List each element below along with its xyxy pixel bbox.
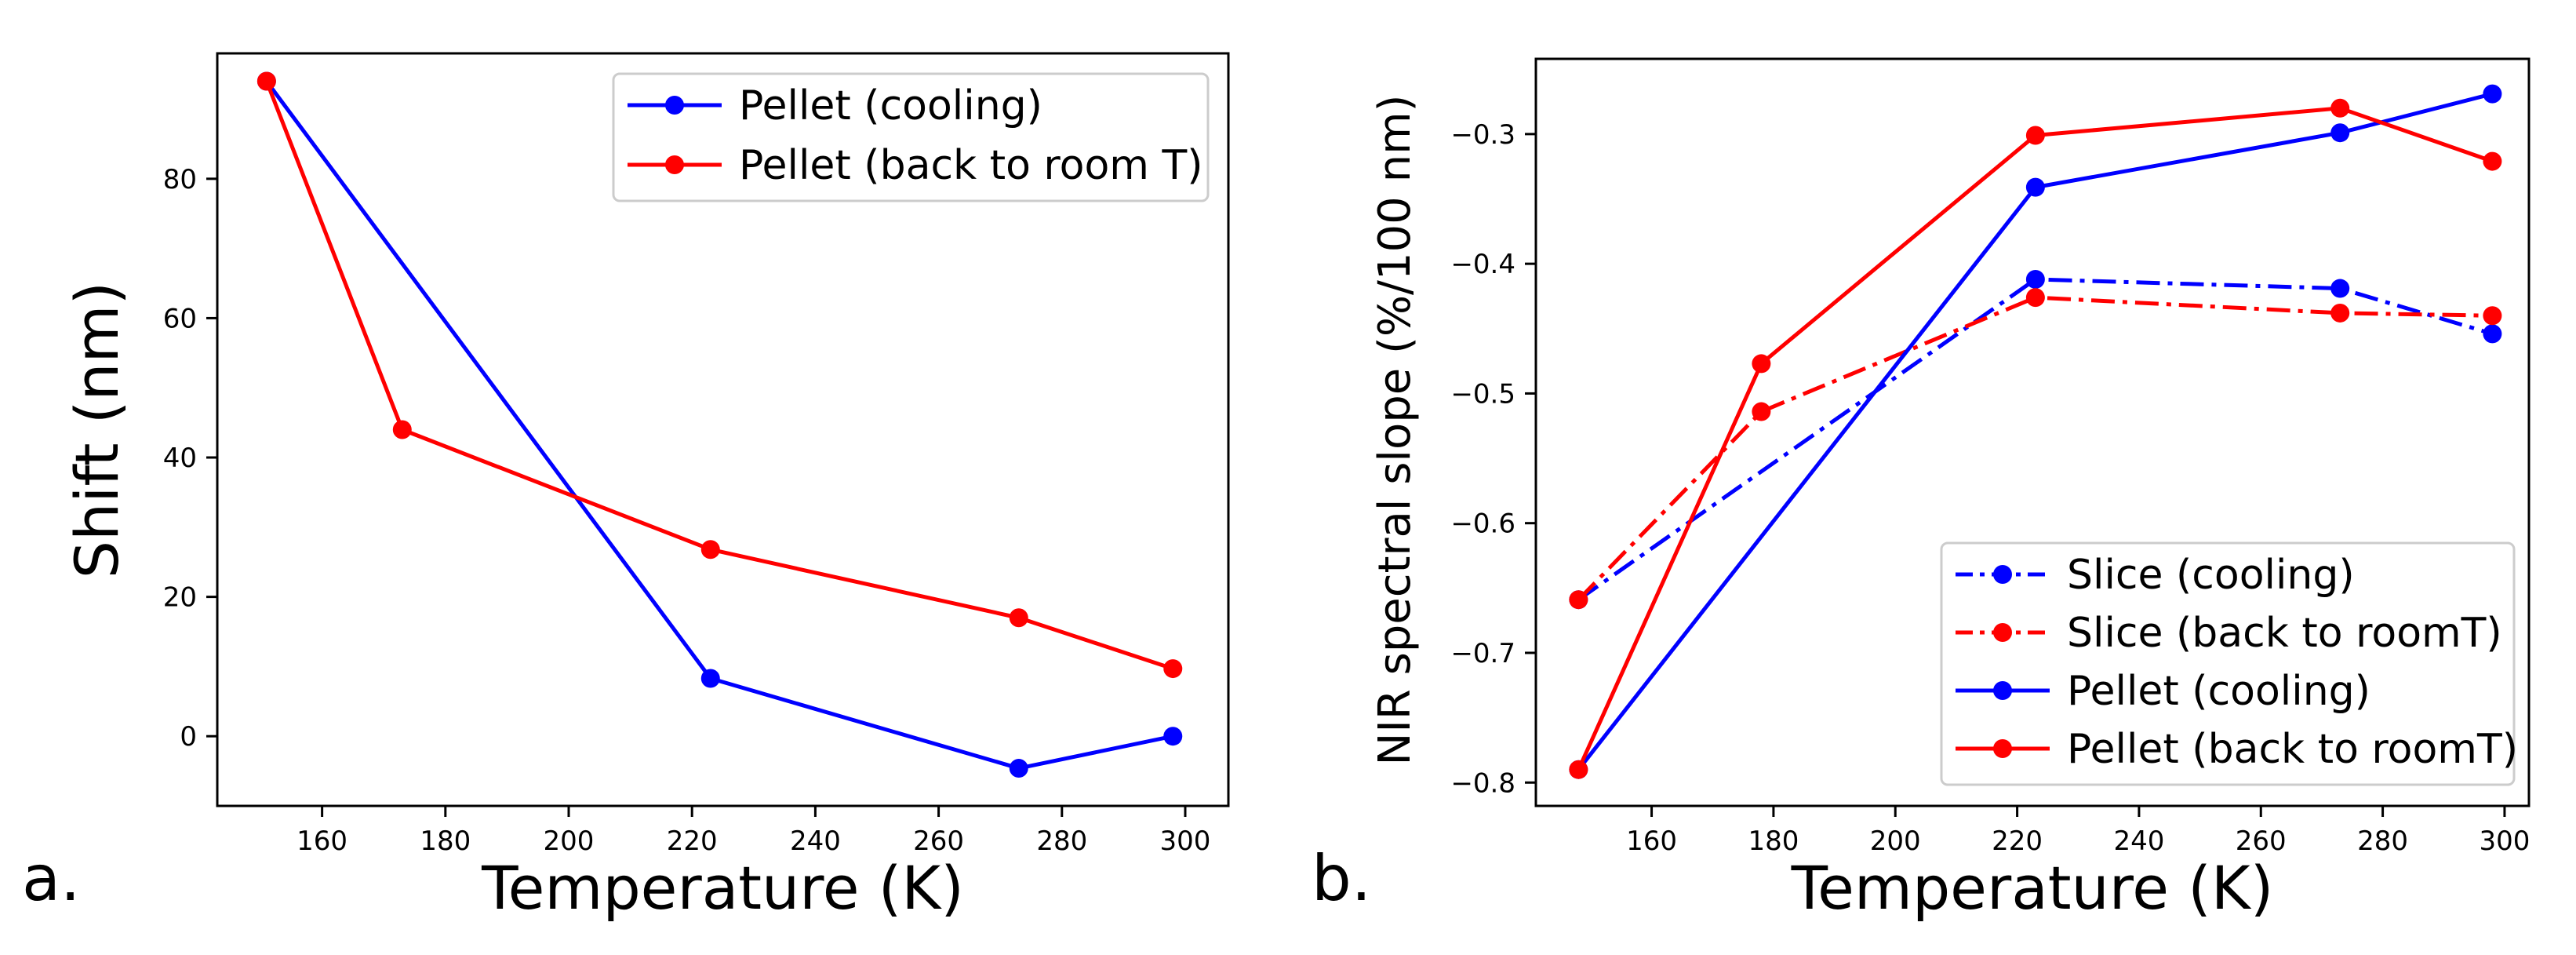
y-tick-label: −0.8 [1450,767,1515,799]
x-tick-label: 240 [790,826,841,857]
x-tick-label: 240 [2113,826,2164,857]
legend-label: Pellet (cooling) [739,82,1042,129]
x-tick-label: 280 [2357,826,2408,857]
data-point [2483,306,2502,326]
y-tick-label: −0.4 [1450,249,1515,280]
data-point [2025,177,2045,197]
legend: Slice (cooling) Slice (back to roomT) Pell… [1940,541,2518,786]
data-point [1569,760,1588,779]
legend-marker [1993,565,2012,584]
legend: Pellet (cooling) Pellet (back to room T) [612,72,1210,202]
plot-frame [1534,57,2531,807]
legend-marker [665,155,684,174]
data-point [2330,303,2350,323]
data-point [2025,288,2045,308]
y-tick-label: 60 [163,303,197,334]
y-tick-label: −0.7 [1450,638,1515,669]
x-tick-label: 220 [667,826,718,857]
y-tick-label: 80 [163,164,197,195]
legend-box [612,72,1210,202]
data-point [1569,590,1588,610]
legend-label: Pellet (cooling) [2067,668,2370,715]
y-tick-label: −0.5 [1450,378,1515,410]
legend-label: Pellet (back to roomT) [2067,726,2518,773]
data-point [700,540,720,560]
legend-marker [1993,681,2012,700]
x-axis-label: Temperature (K) [1791,853,2274,923]
x-tick-label: 220 [1992,826,2043,857]
data-point [2483,151,2502,171]
data-point [2483,324,2502,344]
data-point [1752,354,1771,374]
data-point [2330,98,2350,118]
data-point [1009,759,1028,778]
data-point [257,71,276,91]
data-point [392,420,412,439]
legend-marker [665,96,684,115]
data-point [2483,84,2502,104]
panel-label: b. [1312,842,1371,915]
x-tick-label: 180 [1748,826,1799,857]
x-tick-label: 200 [544,826,595,857]
chart-panel-b: 160 180 200 220 240 260 280 300 −0.8 −0.7 −0.6 −0.5… [1312,57,2531,923]
x-tick-label: 180 [420,826,471,857]
series-line [1577,92,2494,771]
panel-label: a. [22,842,80,915]
x-tick-label: 260 [2236,826,2287,857]
data-point [1752,402,1771,421]
y-axis-label: Shift (nm) [62,282,132,578]
y-axis-label: NIR spectral slope (%/100 nm) [1370,94,1421,765]
x-tick-label: 300 [1160,826,1211,857]
data-point [1009,608,1028,628]
y-tick-label: −0.6 [1450,508,1515,540]
data-point [700,669,720,688]
y-tick-label: −0.3 [1450,119,1515,151]
data-point [2025,126,2045,145]
plot-frame [216,52,1230,807]
legend-label: Slice (cooling) [2067,552,2355,599]
x-tick-label: 280 [1036,826,1087,857]
x-tick-label: 160 [297,826,347,857]
data-point [2025,269,2045,289]
legend-box [1940,541,2516,786]
legend-label: Pellet (back to room T) [739,142,1203,189]
legend-marker [1993,739,2012,758]
y-tick-label: 0 [180,721,197,753]
x-tick-label: 160 [1626,826,1677,857]
series-line [264,80,1173,771]
y-tick-label: 20 [163,582,197,614]
data-point [2330,279,2350,298]
series-line [1577,277,2494,602]
data-point [1163,727,1183,746]
x-tick-label: 200 [1870,826,1921,857]
x-axis-label: Temperature (K) [481,853,964,923]
chart-panel-a: 160 180 200 220 240 260 280 300 0 20 40 60 80 Tempera… [22,52,1230,923]
x-tick-label: 260 [913,826,964,857]
data-point [2330,123,2350,143]
y-tick-label: 40 [163,443,197,474]
legend-marker [1993,623,2012,642]
legend-label: Slice (back to roomT) [2067,610,2502,657]
data-point [1163,659,1183,679]
x-tick-label: 300 [2479,826,2530,857]
